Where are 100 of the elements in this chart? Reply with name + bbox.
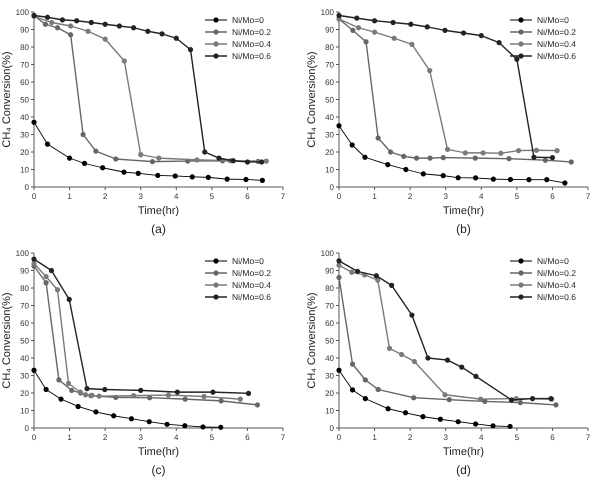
point	[472, 175, 478, 180]
y-tick-label: 90	[325, 26, 335, 34]
point	[155, 172, 160, 178]
y-tick-label: 10	[325, 406, 335, 416]
point	[43, 280, 49, 286]
point	[542, 158, 548, 163]
x-tick-label: 0	[336, 433, 342, 442]
text: (b)	[456, 222, 471, 236]
point	[506, 156, 512, 162]
point	[66, 380, 72, 386]
point	[516, 148, 522, 154]
point	[93, 409, 98, 414]
point	[121, 170, 127, 175]
point	[425, 355, 431, 361]
point	[354, 268, 360, 274]
point	[164, 422, 170, 427]
y-tick-label: 100	[320, 249, 335, 258]
point	[412, 358, 418, 364]
point	[362, 377, 368, 382]
point	[349, 270, 354, 275]
point	[54, 287, 60, 292]
point	[136, 170, 141, 176]
point	[456, 419, 461, 424]
point	[44, 142, 50, 147]
point	[43, 274, 49, 280]
point	[224, 176, 230, 182]
point	[409, 42, 415, 47]
point	[85, 28, 91, 34]
point	[553, 402, 559, 408]
point	[440, 155, 446, 160]
point	[31, 120, 37, 125]
point	[427, 68, 432, 74]
point	[31, 256, 37, 262]
point	[243, 176, 249, 182]
y-tick-label: 10	[20, 406, 30, 416]
y-tick-label: 40	[20, 354, 30, 363]
point	[508, 424, 513, 430]
x-tick-label: 0	[336, 192, 342, 201]
point	[190, 174, 195, 180]
point	[202, 149, 208, 155]
x-tick-label: 1	[372, 192, 378, 201]
legend-label: Ni/Mo=0.2	[232, 27, 272, 37]
text: (a)	[151, 222, 166, 236]
y-axis-title: CH₄ Conversion(%)	[306, 51, 318, 148]
point	[159, 31, 165, 36]
x-tick-label: 2	[408, 192, 413, 201]
point	[472, 421, 478, 427]
x-tick-label: 6	[245, 433, 250, 442]
point	[172, 173, 178, 179]
point	[480, 150, 486, 156]
point	[392, 36, 397, 41]
point	[31, 368, 37, 373]
legend-label: Ni/Mo=0.6	[537, 51, 576, 61]
y-tick-label: 70	[20, 60, 30, 70]
point	[100, 165, 106, 170]
point	[260, 178, 265, 183]
y-tick-label: 90	[20, 26, 30, 34]
x-tick-label: 2	[102, 433, 108, 442]
x-tick-label: 5	[210, 192, 215, 201]
point	[356, 25, 362, 30]
point	[88, 20, 94, 26]
point	[42, 22, 48, 27]
point	[350, 28, 356, 33]
point	[31, 260, 37, 266]
point	[146, 419, 152, 424]
point	[508, 397, 514, 403]
point	[82, 160, 88, 166]
legend-label: Ni/Mo=0	[537, 256, 570, 266]
legend-label: Ni/Mo=0	[232, 15, 264, 25]
y-tick-label: 60	[20, 319, 30, 328]
x-tick-label: 1	[67, 433, 72, 442]
x-axis-title: Time(hr)	[138, 446, 180, 458]
point	[409, 312, 415, 318]
point	[462, 150, 468, 156]
point	[363, 39, 369, 44]
x-tick-label: 2	[102, 192, 108, 201]
legend-label: Ni/Mo=0	[537, 15, 570, 25]
y-tick-label: 100	[320, 8, 335, 17]
y-tick-label: 0	[330, 424, 335, 433]
point	[562, 180, 568, 186]
y-tick-label: 80	[20, 284, 30, 293]
point	[102, 36, 108, 42]
point	[399, 352, 404, 358]
point	[362, 396, 368, 402]
x-tick-label: 0	[32, 192, 37, 201]
point	[69, 388, 74, 393]
point	[408, 22, 414, 27]
point	[385, 162, 390, 168]
y-tick-label: 20	[20, 148, 30, 157]
point	[66, 156, 72, 161]
point	[48, 268, 54, 274]
legend-label: Ni/Mo=0.4	[537, 39, 576, 49]
point	[210, 390, 216, 395]
point	[116, 23, 122, 29]
point	[43, 386, 49, 392]
legend-label: Ni/Mo=0.6	[232, 51, 272, 61]
point	[336, 258, 342, 264]
x-tick-label: 1	[67, 192, 72, 201]
point	[350, 362, 356, 367]
point	[246, 390, 252, 396]
